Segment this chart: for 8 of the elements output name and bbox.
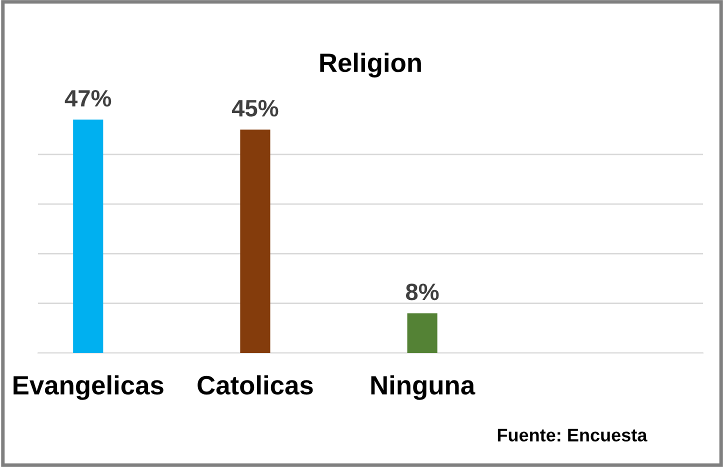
x-tick-label: Evangelicas (14, 375, 164, 400)
data-label: 45% (232, 100, 278, 117)
source-note: Fuente: Encuesta (498, 428, 648, 442)
chart-title: Religion (320, 52, 421, 78)
data-label: 47% (64, 90, 112, 107)
data-label: 8% (406, 284, 439, 300)
x-tick-label: Catolicas (198, 375, 313, 395)
x-tick-label: Ninguna (371, 375, 476, 400)
